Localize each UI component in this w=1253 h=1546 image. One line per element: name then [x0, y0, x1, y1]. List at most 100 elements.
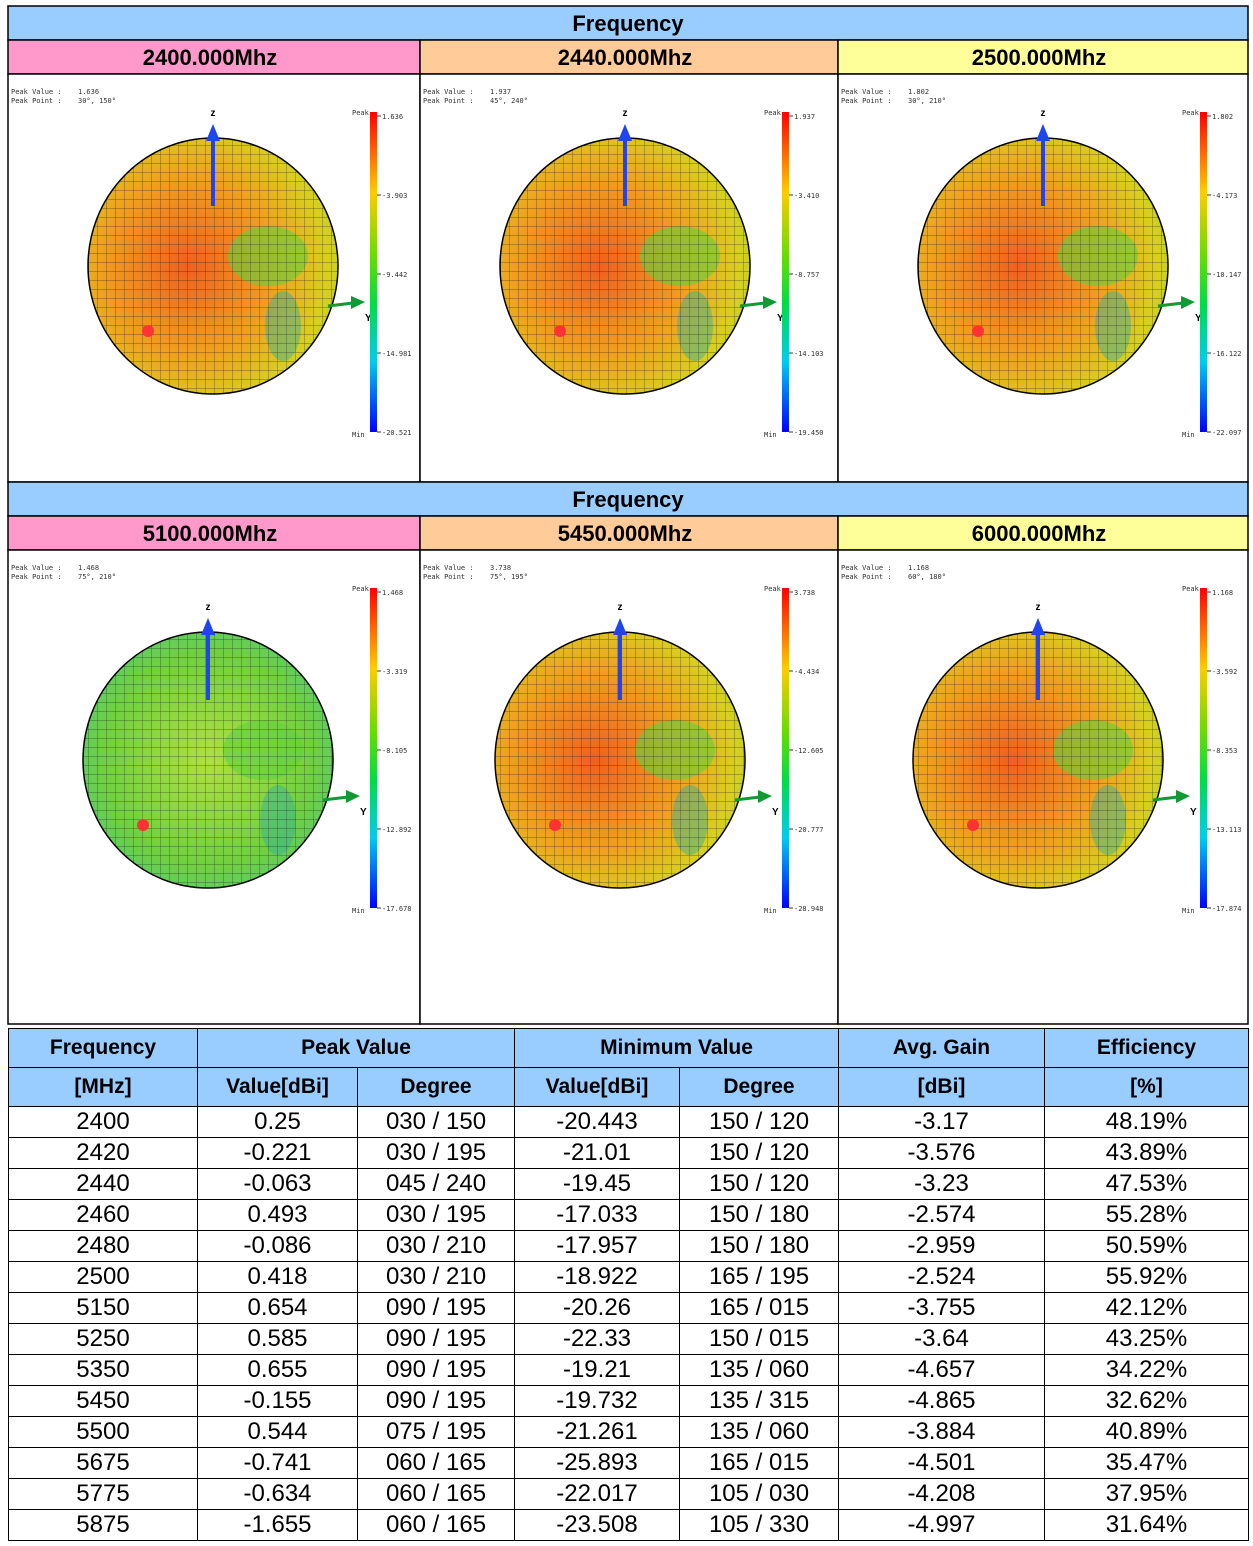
table-cell: 135 / 060 [679, 1354, 839, 1386]
colorbar-label: -22.097 [1212, 429, 1242, 437]
y-axis [1157, 301, 1184, 308]
table-cell: 2500 [8, 1261, 198, 1293]
y-axis [327, 301, 354, 308]
table-cell: 40.89% [1044, 1416, 1249, 1448]
table-cell: -4.657 [838, 1354, 1045, 1386]
table-cell: 030 / 195 [357, 1199, 515, 1231]
table-cell: 165 / 015 [679, 1447, 839, 1479]
colorbar-peak: Peak [1182, 585, 1200, 593]
table-cell: 32.62% [1044, 1385, 1249, 1417]
table-cell: 5500 [8, 1416, 198, 1448]
pattern-plot: Peak Value : 1.468 Peak Point : 75°, 210° z Y… [11, 564, 412, 915]
table-row: 5775 -0.634 060 / 165 -22.017 105 / 030 -4.20… [8, 1478, 1249, 1510]
y-axis-label: Y [777, 313, 784, 324]
y-axis-label: Y [1195, 313, 1202, 324]
table-cell: 090 / 195 [357, 1385, 515, 1417]
peak-marker [549, 819, 561, 831]
table-cell: 150 / 180 [679, 1230, 839, 1262]
table-cell: -3.17 [838, 1106, 1045, 1138]
table-row: 5250 0.585 090 / 195 -22.33 150 / 015 -3.64 43… [8, 1323, 1249, 1355]
table-cell: 060 / 165 [357, 1478, 515, 1510]
peak-value: 1.636 [78, 88, 99, 96]
colorbar-label: -14.981 [382, 350, 412, 358]
table-cell: 090 / 195 [357, 1323, 515, 1355]
colorbar-min: Min [764, 907, 777, 915]
table-cell: 150 / 120 [679, 1168, 839, 1200]
colorbar-min: Min [1182, 431, 1195, 439]
table-row: 2420 -0.221 030 / 195 -21.01 150 / 120 -3.576… [8, 1137, 1249, 1169]
table-cell: -20.443 [514, 1106, 680, 1138]
table-cell: -0.634 [197, 1478, 358, 1510]
colorbar-label: -20.777 [794, 826, 824, 834]
table-cell: [MHz] [8, 1067, 198, 1107]
z-arrow [201, 618, 215, 635]
table-cell: 50.59% [1044, 1230, 1249, 1262]
table-cell: [%] [1044, 1067, 1249, 1107]
colorbar-min: Min [1182, 907, 1195, 915]
table-row: 5675 -0.741 060 / 165 -25.893 165 / 015 -4.50… [8, 1447, 1249, 1479]
table-cell: 48.19% [1044, 1106, 1249, 1138]
table-cell: -2.574 [838, 1199, 1045, 1231]
table-cell: 150 / 180 [679, 1199, 839, 1231]
results-table: Frequency Peak Value Minimum Value Avg. Gai… [8, 1028, 1249, 1541]
table-row: 5875 -1.655 060 / 165 -23.508 105 / 330 -4.99… [8, 1509, 1249, 1541]
z-arrow [618, 124, 632, 141]
table-cell: 5450 [8, 1385, 198, 1417]
pattern-plot: Peak Value : 1.636 Peak Point : 30°, 150° z Y… [11, 88, 412, 439]
peak-point-label: Peak Point : [423, 573, 474, 581]
table-cell: 2480 [8, 1230, 198, 1262]
colorbar-label: -10.147 [1212, 271, 1242, 279]
table-cell: -3.576 [838, 1137, 1045, 1169]
table-row: 2460 0.493 030 / 195 -17.033 150 / 180 -2.574… [8, 1199, 1249, 1231]
colorbar [1200, 112, 1207, 432]
table-cell: -3.64 [838, 1323, 1045, 1355]
frequency-header [7, 39, 421, 75]
table-cell: Degree [679, 1067, 839, 1107]
section-header-text: Frequency [572, 487, 684, 512]
colorbar-min: Min [352, 907, 365, 915]
table-cell: -3.23 [838, 1168, 1045, 1200]
colorbar-label: -3.592 [1212, 668, 1237, 676]
peak-point-label: Peak Point : [841, 573, 892, 581]
table-cell: 0.654 [197, 1292, 358, 1324]
table-cell: 5675 [8, 1447, 198, 1479]
y-arrow [346, 790, 360, 803]
colorbar-label: -8.757 [794, 271, 819, 279]
table-cell: Avg. Gain [838, 1028, 1045, 1068]
table-cell: -17.033 [514, 1199, 680, 1231]
table-cell: 2440 [8, 1168, 198, 1200]
table-cell: Value[dBi] [197, 1067, 358, 1107]
y-axis [1152, 795, 1179, 802]
table-cell: 5875 [8, 1509, 198, 1541]
table-cell: 0.493 [197, 1199, 358, 1231]
table-cell: -21.261 [514, 1416, 680, 1448]
peak-marker [972, 325, 984, 337]
peak-marker [137, 819, 149, 831]
peak-value: 1.937 [490, 88, 511, 96]
table-cell: -0.063 [197, 1168, 358, 1200]
table-cell: 045 / 240 [357, 1168, 515, 1200]
colorbar-label: -12.892 [382, 826, 412, 834]
table-cell: 5150 [8, 1292, 198, 1324]
peak-value-label: Peak Value : [841, 88, 892, 96]
colorbar-label: -12.605 [794, 747, 824, 755]
peak-point: 75°, 195° [490, 573, 528, 581]
table-cell: 42.12% [1044, 1292, 1249, 1324]
table-cell: 2400 [8, 1106, 198, 1138]
table-cell: [dBi] [838, 1067, 1045, 1107]
table-row: [MHz] Value[dBi] Degree Value[dBi] Degree [dB… [8, 1067, 1249, 1107]
y-axis [739, 301, 766, 308]
peak-value: 1.168 [908, 564, 929, 572]
table-cell: -18.922 [514, 1261, 680, 1293]
table-cell: 135 / 060 [679, 1416, 839, 1448]
colorbar [782, 588, 789, 908]
table-cell: 090 / 195 [357, 1292, 515, 1324]
table-cell: Minimum Value [514, 1028, 839, 1068]
colorbar-label: -14.103 [794, 350, 824, 358]
table-cell: 165 / 195 [679, 1261, 839, 1293]
table-cell: 2420 [8, 1137, 198, 1169]
colorbar-peak: Peak [352, 109, 370, 117]
table-cell: Value[dBi] [514, 1067, 680, 1107]
